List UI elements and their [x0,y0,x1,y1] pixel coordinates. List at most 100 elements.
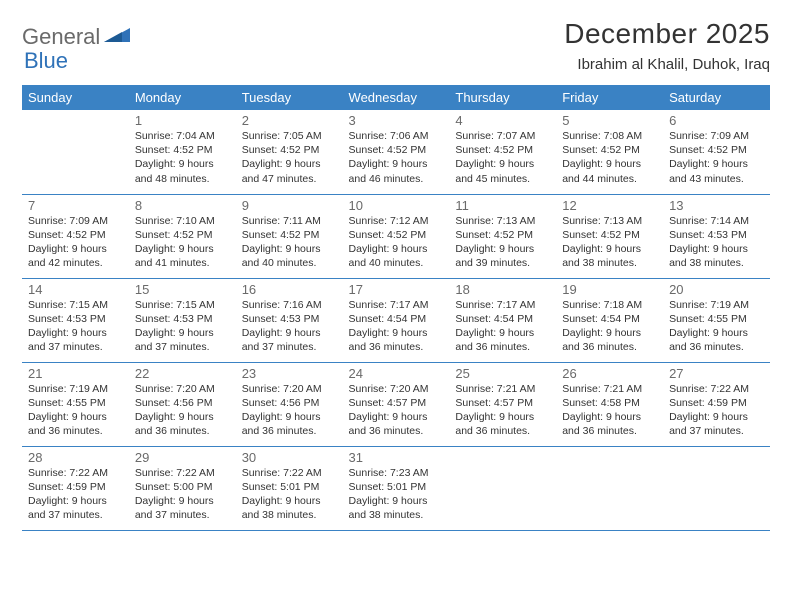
day-number: 1 [135,113,230,128]
calendar-cell: 29Sunrise: 7:22 AMSunset: 5:00 PMDayligh… [129,446,236,530]
calendar-table: Sunday Monday Tuesday Wednesday Thursday… [22,85,770,531]
sunrise-line: Sunrise: 7:17 AM [349,298,444,312]
calendar-cell: 26Sunrise: 7:21 AMSunset: 4:58 PMDayligh… [556,362,663,446]
day-number: 5 [562,113,657,128]
day-number: 6 [669,113,764,128]
daylight-line: Daylight: 9 hours [349,157,444,171]
calendar-cell: 16Sunrise: 7:16 AMSunset: 4:53 PMDayligh… [236,278,343,362]
calendar-cell: 12Sunrise: 7:13 AMSunset: 4:52 PMDayligh… [556,194,663,278]
sunrise-line: Sunrise: 7:15 AM [135,298,230,312]
sunrise-line: Sunrise: 7:22 AM [28,466,123,480]
sunset-line: Sunset: 4:52 PM [455,228,550,242]
daylight-line: Daylight: 9 hours [562,242,657,256]
day-number: 18 [455,282,550,297]
day-number: 27 [669,366,764,381]
daylight-line: and 40 minutes. [242,256,337,270]
sunrise-line: Sunrise: 7:13 AM [455,214,550,228]
daylight-line: Daylight: 9 hours [135,242,230,256]
sunset-line: Sunset: 4:52 PM [242,228,337,242]
sunset-line: Sunset: 5:00 PM [135,480,230,494]
sunset-line: Sunset: 4:54 PM [562,312,657,326]
sunrise-line: Sunrise: 7:22 AM [669,382,764,396]
sunset-line: Sunset: 4:52 PM [562,228,657,242]
calendar-cell: 28Sunrise: 7:22 AMSunset: 4:59 PMDayligh… [22,446,129,530]
sunrise-line: Sunrise: 7:11 AM [242,214,337,228]
sunrise-line: Sunrise: 7:10 AM [135,214,230,228]
daylight-line: and 38 minutes. [562,256,657,270]
daylight-line: Daylight: 9 hours [28,410,123,424]
daylight-line: and 43 minutes. [669,172,764,186]
weekday-wednesday: Wednesday [343,85,450,110]
weekday-tuesday: Tuesday [236,85,343,110]
day-number: 23 [242,366,337,381]
day-number: 25 [455,366,550,381]
sunrise-line: Sunrise: 7:20 AM [349,382,444,396]
daylight-line: Daylight: 9 hours [242,242,337,256]
sunrise-line: Sunrise: 7:21 AM [562,382,657,396]
weekday-friday: Friday [556,85,663,110]
daylight-line: and 36 minutes. [349,340,444,354]
sunset-line: Sunset: 4:56 PM [242,396,337,410]
daylight-line: Daylight: 9 hours [455,410,550,424]
sunset-line: Sunset: 5:01 PM [349,480,444,494]
day-number: 2 [242,113,337,128]
daylight-line: Daylight: 9 hours [242,494,337,508]
daylight-line: Daylight: 9 hours [242,326,337,340]
daylight-line: Daylight: 9 hours [455,326,550,340]
calendar-row: 21Sunrise: 7:19 AMSunset: 4:55 PMDayligh… [22,362,770,446]
sunrise-line: Sunrise: 7:08 AM [562,129,657,143]
sunset-line: Sunset: 4:53 PM [28,312,123,326]
day-number: 20 [669,282,764,297]
daylight-line: Daylight: 9 hours [349,410,444,424]
daylight-line: Daylight: 9 hours [135,410,230,424]
day-number: 14 [28,282,123,297]
sunrise-line: Sunrise: 7:04 AM [135,129,230,143]
sunset-line: Sunset: 5:01 PM [242,480,337,494]
weekday-saturday: Saturday [663,85,770,110]
calendar-cell: 15Sunrise: 7:15 AMSunset: 4:53 PMDayligh… [129,278,236,362]
sunrise-line: Sunrise: 7:05 AM [242,129,337,143]
daylight-line: Daylight: 9 hours [562,410,657,424]
daylight-line: and 37 minutes. [28,340,123,354]
daylight-line: and 36 minutes. [349,424,444,438]
daylight-line: Daylight: 9 hours [562,157,657,171]
daylight-line: Daylight: 9 hours [562,326,657,340]
day-number: 10 [349,198,444,213]
daylight-line: Daylight: 9 hours [669,157,764,171]
daylight-line: Daylight: 9 hours [669,242,764,256]
sunset-line: Sunset: 4:53 PM [135,312,230,326]
sunset-line: Sunset: 4:52 PM [242,143,337,157]
sunrise-line: Sunrise: 7:14 AM [669,214,764,228]
daylight-line: and 38 minutes. [669,256,764,270]
calendar-cell: 14Sunrise: 7:15 AMSunset: 4:53 PMDayligh… [22,278,129,362]
day-number: 24 [349,366,444,381]
calendar-cell: 3Sunrise: 7:06 AMSunset: 4:52 PMDaylight… [343,110,450,194]
sunset-line: Sunset: 4:54 PM [455,312,550,326]
daylight-line: and 36 minutes. [135,424,230,438]
calendar-cell: 9Sunrise: 7:11 AMSunset: 4:52 PMDaylight… [236,194,343,278]
sunset-line: Sunset: 4:57 PM [349,396,444,410]
daylight-line: and 36 minutes. [455,340,550,354]
day-number: 15 [135,282,230,297]
calendar-cell [663,446,770,530]
sunrise-line: Sunrise: 7:16 AM [242,298,337,312]
logo-triangle-icon [104,26,132,49]
daylight-line: Daylight: 9 hours [135,494,230,508]
daylight-line: and 37 minutes. [242,340,337,354]
daylight-line: Daylight: 9 hours [28,494,123,508]
daylight-line: and 37 minutes. [28,508,123,522]
sunset-line: Sunset: 4:55 PM [669,312,764,326]
sunrise-line: Sunrise: 7:17 AM [455,298,550,312]
weekday-row: Sunday Monday Tuesday Wednesday Thursday… [22,85,770,110]
calendar-cell: 17Sunrise: 7:17 AMSunset: 4:54 PMDayligh… [343,278,450,362]
calendar-row: 7Sunrise: 7:09 AMSunset: 4:52 PMDaylight… [22,194,770,278]
daylight-line: and 38 minutes. [242,508,337,522]
location: Ibrahim al Khalil, Duhok, Iraq [564,56,770,73]
header: General December 2025 Ibrahim al Khalil,… [22,18,770,73]
calendar-cell: 23Sunrise: 7:20 AMSunset: 4:56 PMDayligh… [236,362,343,446]
calendar-cell: 7Sunrise: 7:09 AMSunset: 4:52 PMDaylight… [22,194,129,278]
daylight-line: and 36 minutes. [455,424,550,438]
daylight-line: Daylight: 9 hours [669,326,764,340]
daylight-line: Daylight: 9 hours [349,326,444,340]
daylight-line: and 36 minutes. [562,424,657,438]
